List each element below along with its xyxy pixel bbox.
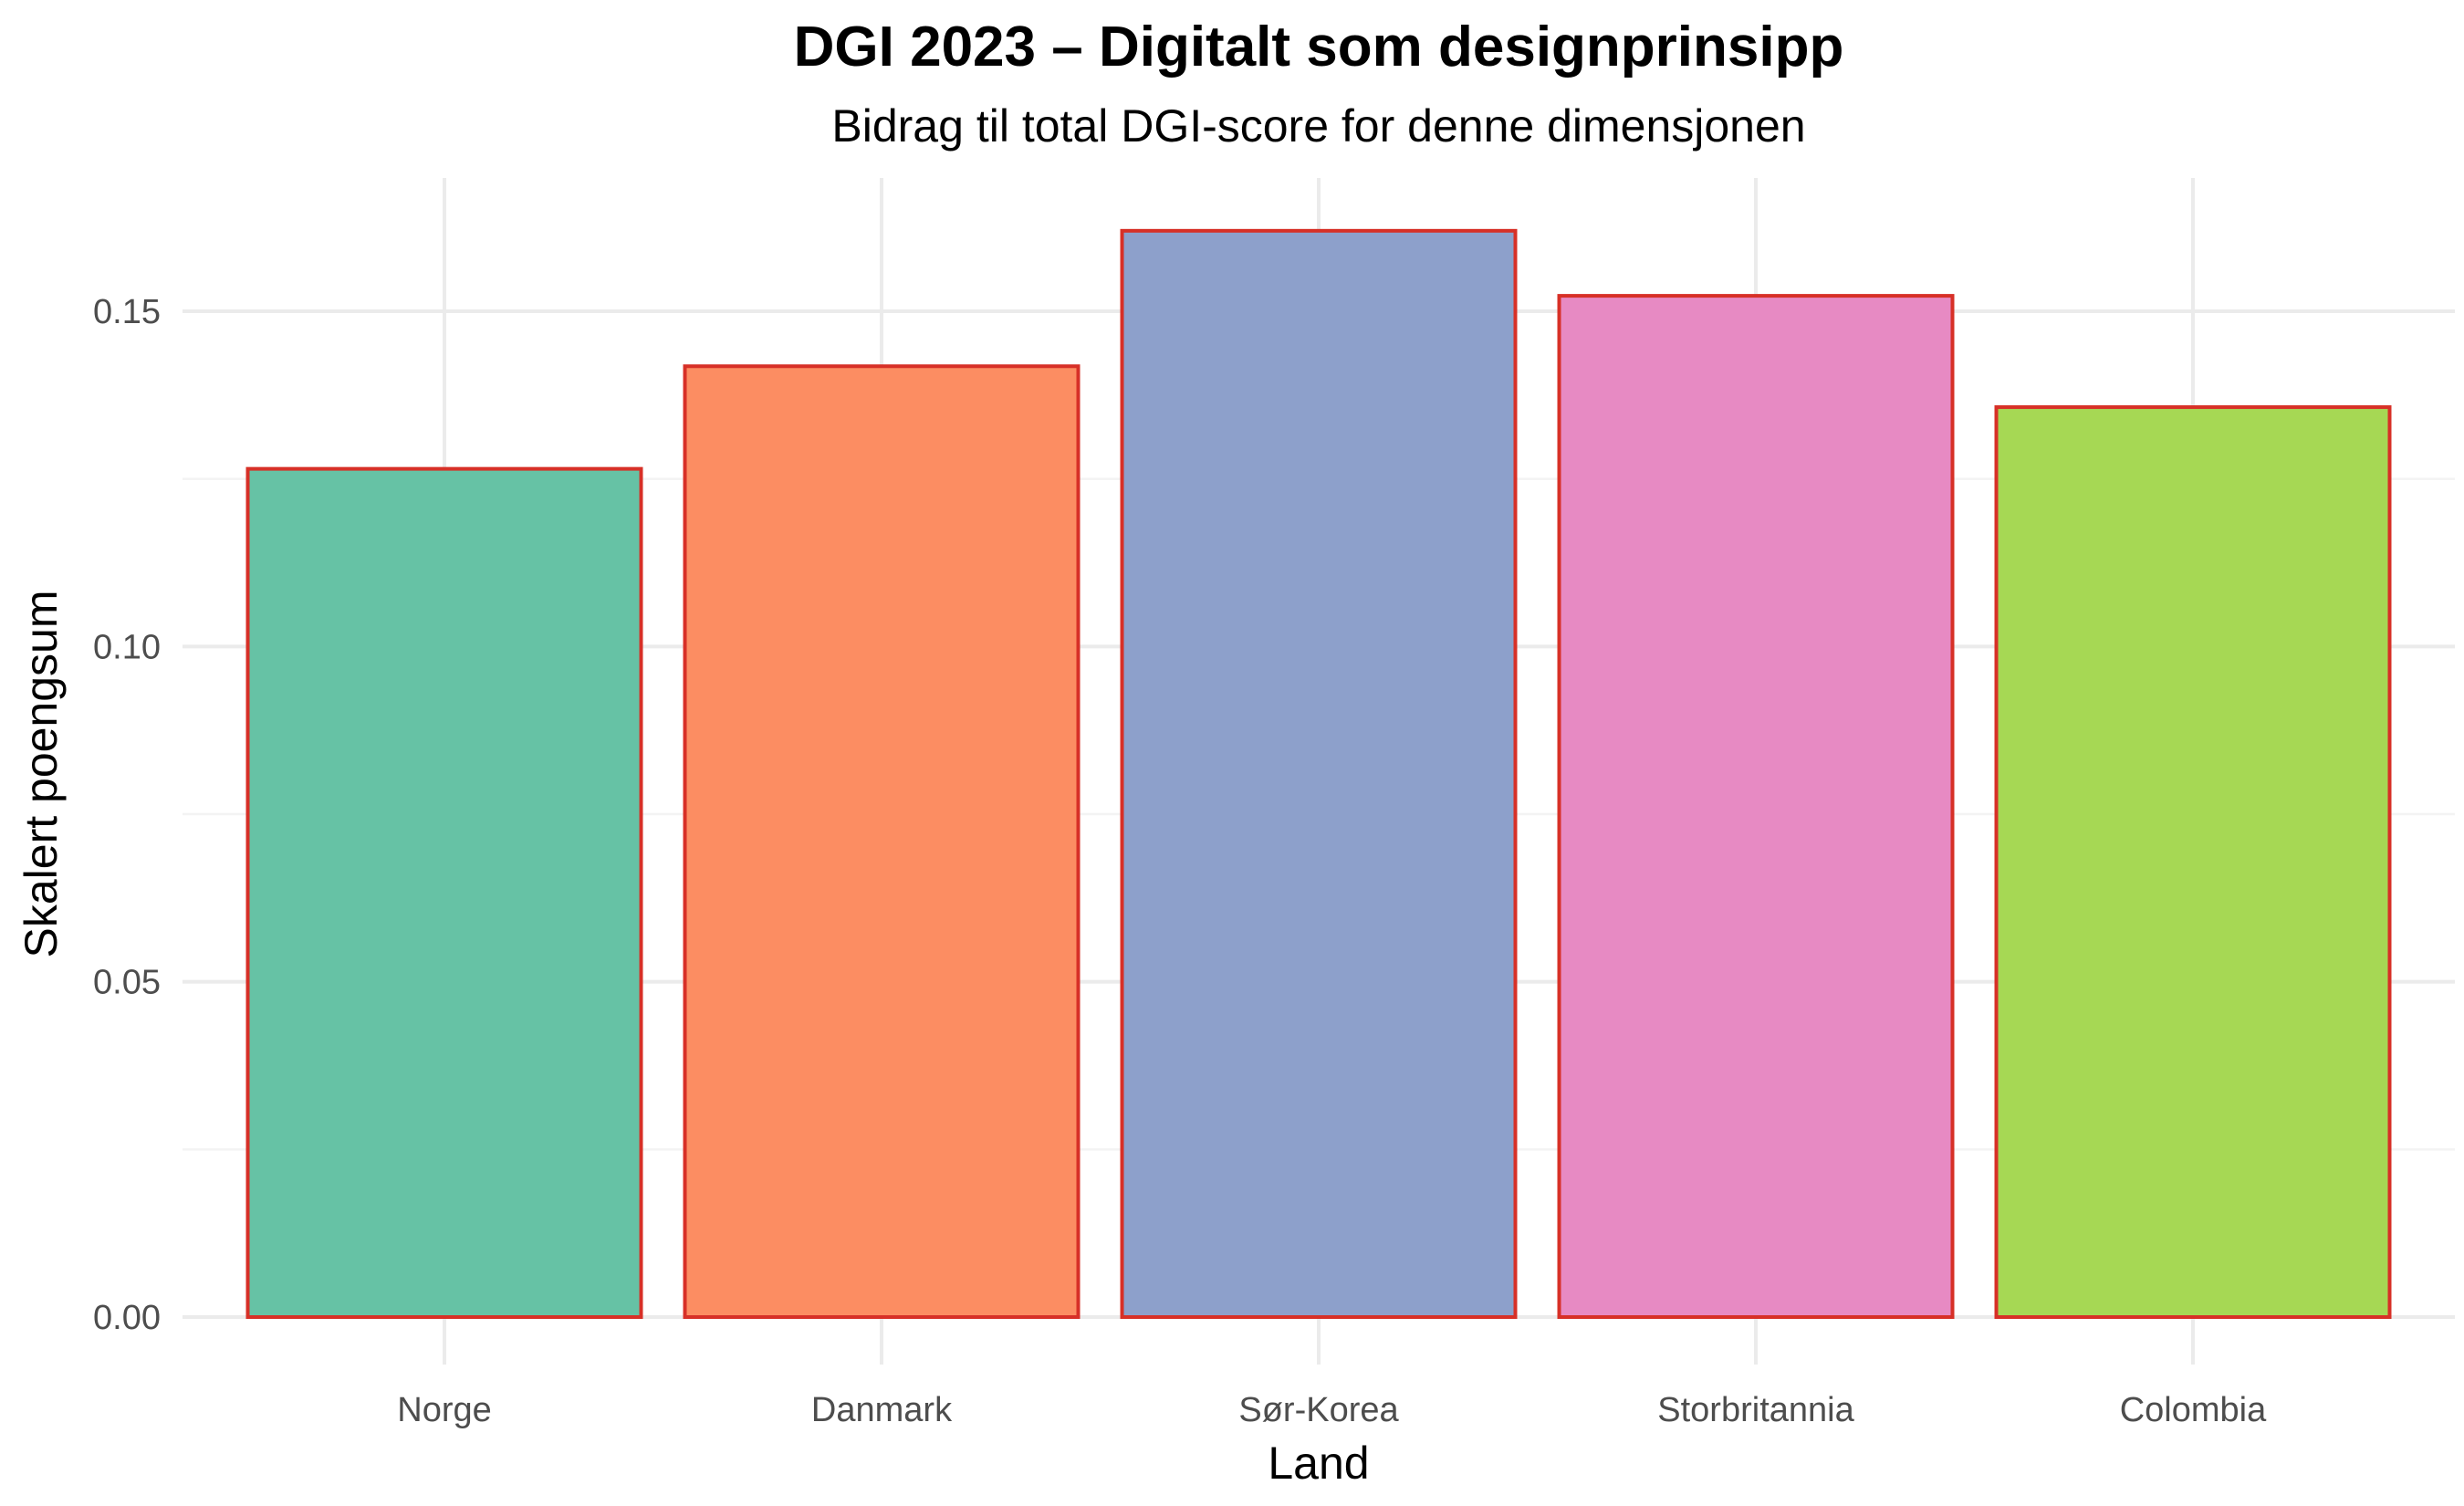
x-tick-label: Danmark — [811, 1391, 953, 1429]
bar-norge — [245, 466, 643, 1319]
x-axis-ticks: Norge Danmark Sør-Korea Storbritannia Colomb… — [397, 1391, 2267, 1429]
bar-storbritannia — [1557, 294, 1955, 1319]
bars — [245, 228, 2392, 1320]
chart-title: DGI 2023 – Digitalt som designprinsipp — [794, 16, 1844, 78]
x-axis-title: Land — [1268, 1438, 1369, 1489]
bar-danmark — [683, 364, 1081, 1319]
y-tick-label: 0.05 — [93, 964, 161, 1002]
bar-colombia — [1994, 405, 2392, 1320]
y-tick-label: 0.10 — [93, 628, 161, 666]
bar-s-r-korea — [1120, 228, 1518, 1320]
x-tick-label: Colombia — [2120, 1391, 2267, 1429]
chart-subtitle: Bidrag til total DGI-score for denne dim… — [831, 100, 1805, 152]
x-tick-label: Sør-Korea — [1238, 1391, 1399, 1429]
y-axis-title: Skalert poengsum — [16, 590, 67, 957]
y-tick-label: 0.15 — [93, 293, 161, 331]
x-tick-label: Storbritannia — [1657, 1391, 1854, 1429]
y-tick-label: 0.00 — [93, 1299, 161, 1337]
x-tick-label: Norge — [397, 1391, 492, 1429]
y-axis-ticks: 0.00 0.05 0.10 0.15 — [93, 293, 161, 1337]
